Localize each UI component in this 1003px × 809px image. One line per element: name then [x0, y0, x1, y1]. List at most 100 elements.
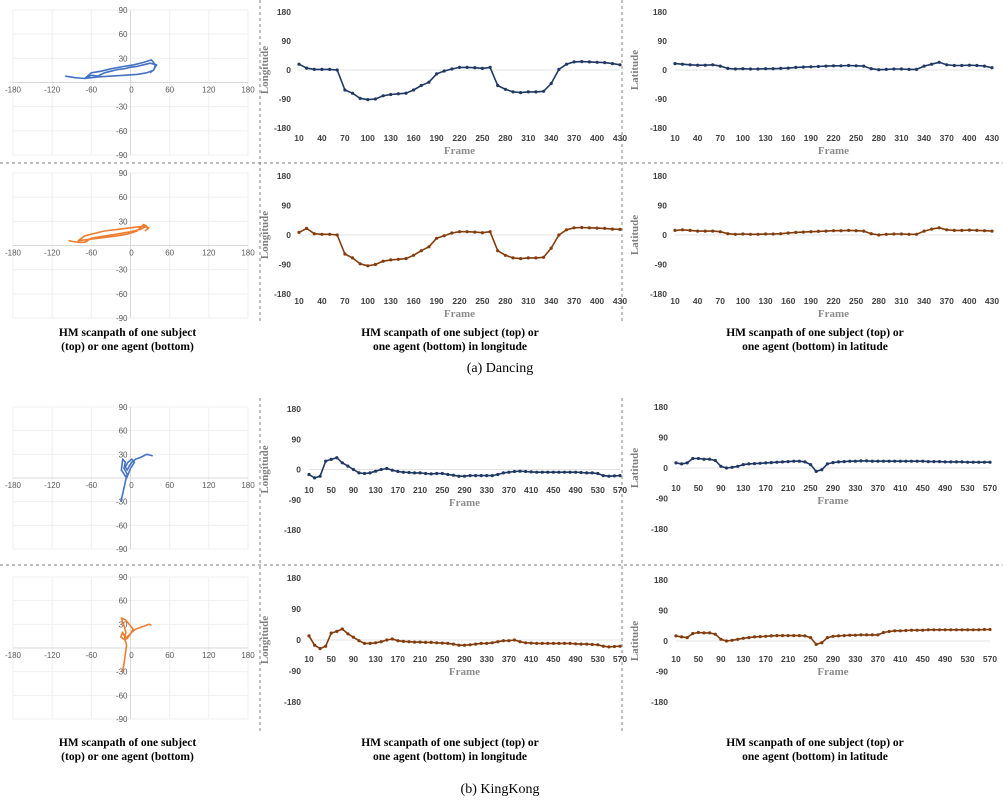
data-point: [691, 456, 695, 461]
data-point: [945, 228, 949, 232]
x-tick-label: 180: [241, 249, 255, 258]
data-point: [943, 628, 947, 632]
x-tick-label: 70: [340, 296, 350, 306]
y-tick-label: 90: [658, 201, 668, 211]
data-point: [839, 229, 843, 233]
data-point: [937, 628, 942, 632]
data-point: [937, 460, 942, 464]
data-point: [752, 462, 757, 466]
x-tick-label: -120: [44, 651, 61, 660]
x-tick-label: 370: [502, 654, 516, 664]
x-tick-label: 130: [384, 133, 398, 143]
data-point: [831, 461, 835, 465]
data-point: [490, 641, 494, 645]
x-tick-label: 280: [872, 296, 886, 306]
data-point: [501, 639, 505, 643]
y-tick-label: 90: [658, 36, 668, 46]
x-tick-label: 490: [938, 483, 952, 493]
data-point: [870, 633, 874, 637]
data-point: [779, 66, 783, 70]
data-point: [313, 643, 317, 647]
data-point: [930, 62, 934, 66]
data-point: [719, 637, 723, 641]
data-point: [975, 228, 979, 232]
y-tick-label: -90: [289, 666, 302, 676]
data-point: [318, 647, 322, 651]
y-axis-title: Latitude: [629, 50, 641, 90]
y-tick-label: -60: [116, 127, 128, 136]
caption-line: HM scanpath of one subject (top) or: [726, 737, 904, 749]
data-point: [680, 635, 684, 639]
data-point: [442, 234, 446, 238]
x-tick-label: 250: [803, 654, 817, 664]
x-tick-label: -120: [44, 481, 61, 490]
data-point: [579, 470, 583, 475]
data-point: [719, 464, 723, 468]
data-point: [524, 641, 528, 645]
data-point: [540, 470, 544, 474]
data-point: [374, 469, 378, 473]
data-point: [696, 63, 700, 67]
data-point: [748, 232, 753, 236]
data-point: [335, 233, 339, 237]
y-tick-label: -180: [284, 525, 301, 535]
data-point: [396, 469, 400, 474]
data-point: [407, 640, 411, 644]
data-point: [771, 232, 775, 236]
x-tick-label: 170: [391, 654, 405, 664]
caption-line: (top) or one agent (bottom): [61, 751, 194, 763]
x-tick-label: -60: [86, 249, 98, 258]
caption-scanpath-kingkong: HM scanpath of one subject (top) or one …: [10, 736, 245, 764]
x-tick-label: 340: [917, 133, 931, 143]
data-point: [603, 61, 607, 65]
x-tick-label: 290: [826, 483, 840, 493]
data-point: [831, 229, 836, 233]
data-point: [450, 231, 454, 235]
data-point: [362, 471, 367, 476]
x-tick-label: 450: [916, 654, 930, 664]
data-point: [907, 232, 911, 236]
data-point: [771, 67, 775, 71]
data-point: [465, 230, 469, 234]
x-tick-label: 0: [129, 249, 134, 258]
caption-line: HM scanpath of one subject (top) or: [361, 737, 539, 749]
data-point: [853, 459, 858, 463]
data-point: [696, 456, 701, 461]
x-tick-label: 130: [736, 483, 750, 493]
x-tick-label: 100: [361, 133, 375, 143]
data-point: [724, 639, 729, 643]
y-axis-title: Longitude: [259, 46, 271, 94]
data-point: [390, 637, 394, 641]
data-point: [685, 461, 689, 465]
data-point: [568, 641, 572, 646]
x-tick-label: 70: [340, 133, 350, 143]
data-point: [708, 631, 712, 635]
dancing-subject-scanpath-chart: -180 -120 -60 0 60 120 180 90 60 30 -30 -60 -90: [5, 6, 255, 160]
data-point: [557, 67, 561, 71]
data-point: [711, 229, 715, 233]
y-tick-label: 90: [659, 606, 669, 616]
data-point: [590, 642, 594, 647]
x-tick-label: 530: [960, 483, 974, 493]
data-point: [794, 230, 798, 234]
data-point: [518, 640, 522, 644]
x-tick-label: 160: [781, 133, 795, 143]
data-point: [457, 230, 462, 234]
y-tick-label: 60: [119, 597, 128, 606]
data-point: [357, 471, 361, 475]
data-point: [688, 228, 692, 232]
data-point: [922, 64, 926, 68]
data-point: [419, 249, 423, 253]
data-point: [496, 249, 500, 253]
x-tick-label: 250: [475, 296, 489, 306]
data-point: [736, 637, 740, 641]
data-point: [385, 466, 389, 471]
caption-line: HM scanpath of one subject: [58, 737, 197, 749]
data-point: [618, 227, 622, 231]
data-point: [496, 83, 500, 88]
data-point: [862, 64, 866, 68]
x-tick-label: 210: [781, 654, 795, 664]
x-tick-label: 170: [391, 485, 405, 495]
data-point: [540, 641, 544, 646]
